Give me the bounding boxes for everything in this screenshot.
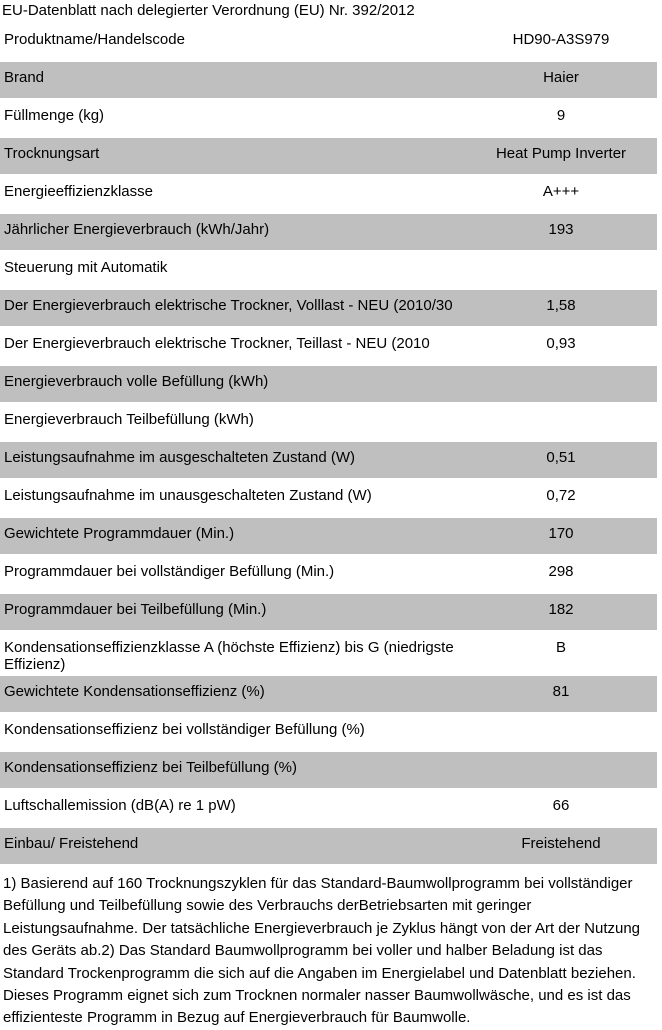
table-row: Jährlicher Energieverbrauch (kWh/Jahr) 1… bbox=[0, 214, 657, 252]
row-value: 193 bbox=[548, 221, 574, 238]
row-value: 182 bbox=[548, 601, 574, 618]
table-row: Programmdauer bei Teilbefüllung (Min.) 1… bbox=[0, 594, 657, 632]
row-value: 170 bbox=[548, 525, 574, 542]
row-label: Brand bbox=[4, 69, 45, 86]
row-label: Kondensationseffizienzklasse A (höchste … bbox=[4, 639, 454, 673]
row-value: 1,58 bbox=[546, 297, 576, 314]
datasheet-table: Produktname/Handelscode HD90-A3S979 Bran… bbox=[0, 24, 657, 866]
row-value: B bbox=[555, 639, 566, 656]
row-value: HD90-A3S979 bbox=[512, 31, 610, 48]
row-label: Einbau/ Freistehend bbox=[4, 835, 139, 852]
row-label: Energieeffizienzklasse bbox=[4, 183, 153, 200]
row-label: Programmdauer bei vollständiger Befüllun… bbox=[4, 563, 335, 580]
row-value: 0,72 bbox=[546, 487, 576, 504]
table-row: Energieeffizienzklasse A+++ bbox=[0, 176, 657, 214]
table-row: Energieverbrauch volle Befüllung (kWh) bbox=[0, 366, 657, 404]
row-value: A+++ bbox=[542, 183, 580, 200]
row-value: Heat Pump Inverter bbox=[495, 145, 627, 162]
row-value: 66 bbox=[552, 797, 570, 814]
table-row: Trocknungsart Heat Pump Inverter bbox=[0, 138, 657, 176]
table-row: Gewichtete Programmdauer (Min.) 170 bbox=[0, 518, 657, 556]
table-row: Der Energieverbrauch elektrische Trockne… bbox=[0, 328, 657, 366]
table-row: Steuerung mit Automatik bbox=[0, 252, 657, 290]
table-row: Brand Haier bbox=[0, 62, 657, 100]
row-label: Leistungsaufnahme im unausgeschalteten Z… bbox=[4, 487, 372, 504]
table-row: Gewichtete Kondensationseffizienz (%) 81 bbox=[0, 676, 657, 714]
table-row: Leistungsaufnahme im unausgeschalteten Z… bbox=[0, 480, 657, 518]
row-label: Füllmenge (kg) bbox=[4, 107, 105, 124]
row-label: Produktname/Handelscode bbox=[4, 31, 185, 48]
row-label: Steuerung mit Automatik bbox=[4, 259, 168, 276]
row-label: Leistungsaufnahme im ausgeschalteten Zus… bbox=[4, 449, 356, 466]
row-value: 81 bbox=[552, 683, 570, 700]
row-value: Freistehend bbox=[521, 835, 601, 852]
row-label: Kondensationseffizienz bei Teilbefüllung… bbox=[4, 759, 297, 776]
row-value: 0,51 bbox=[546, 449, 576, 466]
table-row: Kondensationseffizienzklasse A (höchste … bbox=[0, 632, 657, 676]
table-row: Der Energieverbrauch elektrische Trockne… bbox=[0, 290, 657, 328]
row-label: Programmdauer bei Teilbefüllung (Min.) bbox=[4, 601, 267, 618]
row-label: Energieverbrauch Teilbefüllung (kWh) bbox=[4, 411, 254, 428]
row-label: Der Energieverbrauch elektrische Trockne… bbox=[4, 335, 430, 352]
table-row: Programmdauer bei vollständiger Befüllun… bbox=[0, 556, 657, 594]
table-row: Einbau/ Freistehend Freistehend bbox=[0, 828, 657, 866]
row-value: 298 bbox=[548, 563, 574, 580]
table-row: Kondensationseffizienz bei vollständiger… bbox=[0, 714, 657, 752]
table-row: Füllmenge (kg) 9 bbox=[0, 100, 657, 138]
footnote-text: 1) Basierend auf 160 Trocknungszyklen fü… bbox=[3, 875, 641, 1027]
row-label: Jährlicher Energieverbrauch (kWh/Jahr) bbox=[4, 221, 270, 238]
table-row: Produktname/Handelscode HD90-A3S979 bbox=[0, 24, 657, 62]
row-label: Gewichtete Programmdauer (Min.) bbox=[4, 525, 235, 542]
row-value: 0,93 bbox=[546, 335, 576, 352]
row-label: Gewichtete Kondensationseffizienz (%) bbox=[4, 683, 265, 700]
row-label: Der Energieverbrauch elektrische Trockne… bbox=[4, 297, 453, 314]
table-row: Energieverbrauch Teilbefüllung (kWh) bbox=[0, 404, 657, 442]
row-value: 9 bbox=[556, 107, 566, 124]
table-row: Kondensationseffizienz bei Teilbefüllung… bbox=[0, 752, 657, 790]
row-label: Trocknungsart bbox=[4, 145, 100, 162]
row-label: Kondensationseffizienz bei vollständiger… bbox=[4, 721, 365, 738]
page-title: EU-Datenblatt nach delegierter Verordnun… bbox=[2, 2, 415, 19]
row-label: Energieverbrauch volle Befüllung (kWh) bbox=[4, 373, 269, 390]
row-label: Luftschallemission (dB(A) re 1 pW) bbox=[4, 797, 236, 814]
table-row: Luftschallemission (dB(A) re 1 pW) 66 bbox=[0, 790, 657, 828]
table-row: Leistungsaufnahme im ausgeschalteten Zus… bbox=[0, 442, 657, 480]
row-value: Haier bbox=[543, 69, 579, 86]
